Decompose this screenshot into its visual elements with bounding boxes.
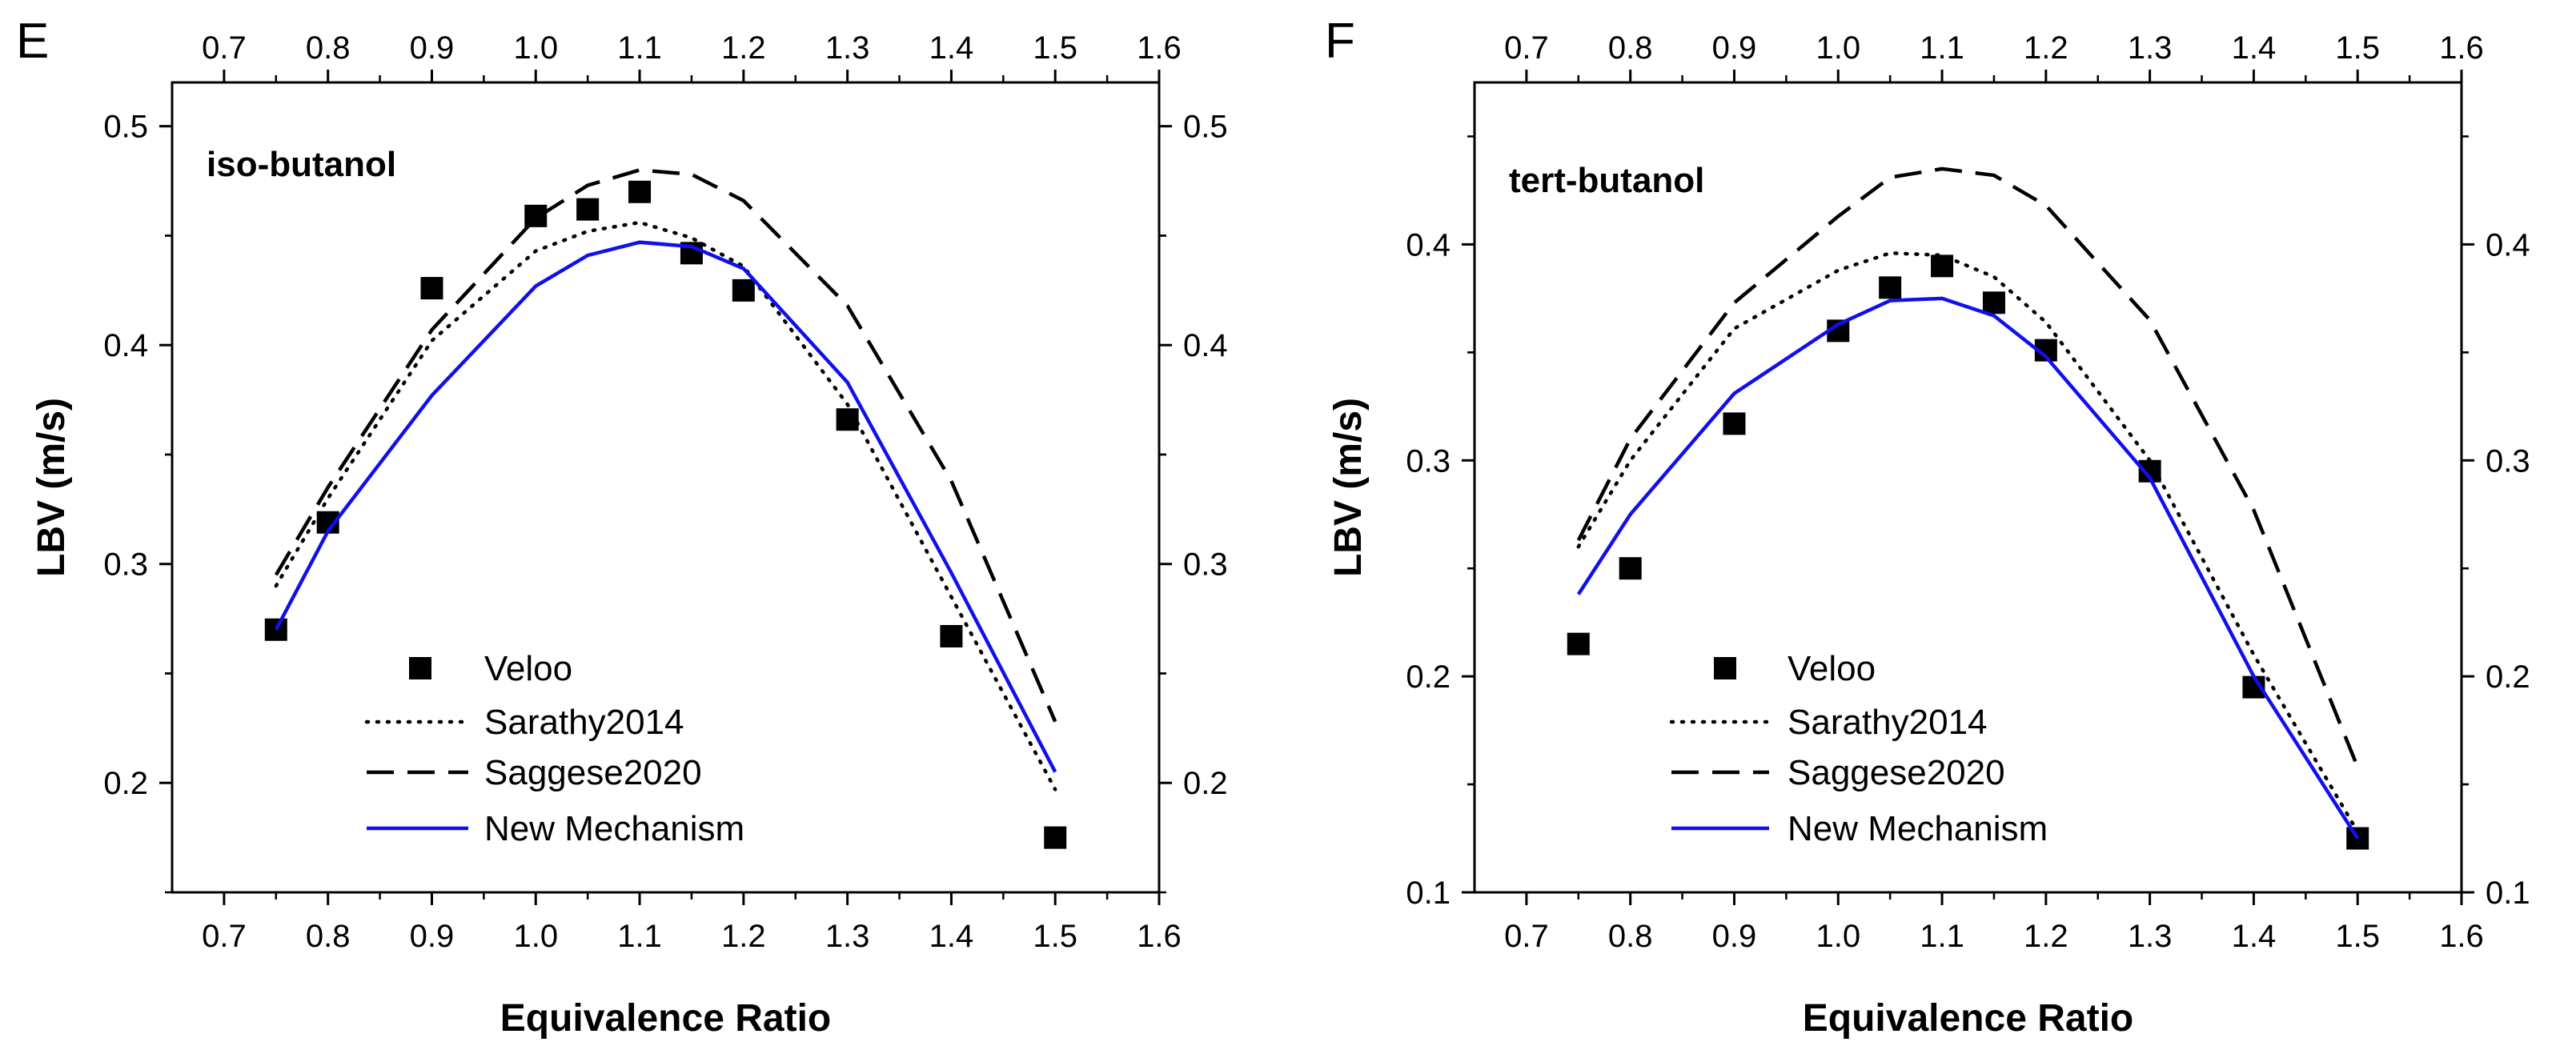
panel-title: iso-butanol (207, 145, 396, 184)
data-point-veloo (1723, 412, 1746, 435)
data-point-veloo (1044, 826, 1067, 849)
x-tick-label-top: 1.2 (2024, 30, 2068, 66)
x-tick-label-bottom: 1.6 (1137, 919, 1182, 954)
x-tick-label-bottom: 0.7 (202, 919, 247, 954)
x-tick-label-top: 1.6 (2439, 30, 2484, 66)
x-tick-label-bottom: 1.6 (2439, 919, 2484, 954)
series-line-new-mechanism (1576, 296, 2360, 840)
y-tick-label-left: 0.3 (103, 547, 148, 583)
x-tick-label-bottom: 1.5 (2335, 919, 2380, 954)
y-tick-label-left: 0.2 (103, 766, 148, 801)
data-point-veloo (1567, 632, 1590, 655)
x-tick-label-top: 1.4 (929, 30, 974, 66)
legend-marker-veloo (409, 657, 431, 679)
y-axis-label: LBV (m/s) (30, 398, 73, 577)
data-point-veloo (836, 408, 859, 431)
x-tick-label-bottom: 0.9 (1712, 919, 1757, 954)
panel-letter: E (16, 14, 49, 69)
x-axis-label: Equivalence Ratio (1803, 997, 2133, 1040)
y-tick-label-right: 0.5 (1183, 110, 1228, 145)
y-tick-label-right: 0.2 (1183, 766, 1228, 801)
x-tick-label-bottom: 1.2 (721, 919, 766, 954)
y-tick-label-left: 0.5 (103, 110, 148, 145)
x-tick-label-top: 1.6 (1137, 30, 1182, 66)
y-tick-label-left: 0.2 (1406, 659, 1451, 695)
x-tick-label-top: 1.2 (721, 30, 766, 66)
panel-e: 0.7 0.7 0.8 0.8 0.9 0.9 1.0 1.0 1.1 1.1 1.2 1.2 1.3 1… (16, 14, 1228, 1040)
x-tick-label-top: 1.5 (2335, 30, 2380, 66)
data-point-veloo (524, 204, 548, 227)
series-line-saggese2020 (1576, 166, 2360, 768)
y-tick-label-right: 0.4 (1183, 328, 1228, 363)
y-tick-label-right: 0.3 (2486, 443, 2530, 479)
x-tick-label-top: 1.3 (2128, 30, 2173, 66)
series-line-sarathy2014 (274, 220, 1057, 792)
series-line-new-mechanism (274, 240, 1057, 773)
legend-label: Sarathy2014 (484, 703, 684, 742)
x-axis-label: Equivalence Ratio (500, 997, 831, 1040)
plot-frame (171, 81, 1161, 894)
y-tick-label-right: 0.1 (2486, 876, 2530, 911)
panel-letter: F (1325, 14, 1355, 69)
x-tick-label-bottom: 1.4 (929, 919, 974, 954)
data-point-veloo (628, 180, 652, 203)
legend-label: Veloo (484, 649, 572, 688)
x-tick-label-bottom: 1.1 (617, 919, 662, 954)
x-tick-label-bottom: 0.8 (1608, 919, 1653, 954)
x-tick-label-top: 0.8 (1608, 30, 1653, 66)
panel-title: tert-butanol (1509, 161, 1704, 200)
x-tick-label-bottom: 1.3 (2128, 919, 2173, 954)
x-tick-label-top: 1.1 (1920, 30, 1964, 66)
x-tick-label-bottom: 1.1 (1920, 919, 1964, 954)
y-tick-label-right: 0.3 (1183, 547, 1228, 583)
panel-f: 0.7 0.7 0.8 0.8 0.9 0.9 1.0 1.0 1.1 1.1 1.2 1.2 1.3 1… (1325, 14, 2530, 1040)
x-tick-label-bottom: 1.3 (825, 919, 870, 954)
data-point-veloo (1879, 276, 1902, 299)
x-tick-label-top: 0.9 (410, 30, 455, 66)
x-tick-label-bottom: 0.8 (306, 919, 351, 954)
x-tick-label-bottom: 1.0 (513, 919, 558, 954)
y-tick-label-left: 0.4 (1406, 227, 1451, 262)
x-tick-label-bottom: 1.2 (2024, 919, 2068, 954)
legend-label: Saggese2020 (1788, 753, 2005, 792)
x-tick-label-bottom: 0.7 (1504, 919, 1549, 954)
legend-marker-veloo (1714, 657, 1736, 679)
data-point-veloo (940, 624, 963, 647)
plot-frame (1473, 81, 2463, 894)
data-point-veloo (732, 279, 755, 302)
data-point-veloo (576, 198, 600, 221)
data-point-veloo (1982, 291, 2005, 315)
legend-label: Saggese2020 (484, 753, 702, 792)
legend-label: Veloo (1788, 649, 1876, 688)
legend-label: New Mechanism (484, 809, 744, 848)
x-tick-label-top: 1.1 (617, 30, 662, 66)
legend-label: New Mechanism (1788, 809, 2048, 848)
y-tick-label-left: 0.1 (1406, 876, 1451, 911)
data-point-veloo (420, 277, 443, 300)
legend-label: Sarathy2014 (1788, 703, 1988, 742)
x-tick-label-top: 1.4 (2232, 30, 2277, 66)
x-tick-label-top: 0.7 (1504, 30, 1549, 66)
y-axis-label: LBV (m/s) (1327, 398, 1370, 577)
y-tick-label-left: 0.3 (1406, 443, 1451, 479)
data-point-veloo (1619, 557, 1642, 580)
x-tick-label-bottom: 1.4 (2232, 919, 2277, 954)
x-tick-label-top: 0.8 (306, 30, 351, 66)
series-line-saggese2020 (274, 168, 1057, 723)
y-tick-label-right: 0.2 (2486, 659, 2530, 695)
x-tick-label-bottom: 0.9 (410, 919, 455, 954)
x-tick-label-top: 1.5 (1033, 30, 1077, 66)
x-tick-label-bottom: 1.5 (1033, 919, 1077, 954)
series-line-sarathy2014 (1576, 250, 2360, 834)
x-tick-label-top: 1.0 (513, 30, 558, 66)
x-tick-label-top: 1.0 (1816, 30, 1860, 66)
y-tick-label-right: 0.4 (2486, 227, 2530, 262)
y-tick-label-left: 0.4 (103, 328, 148, 363)
x-tick-label-top: 0.7 (202, 30, 247, 66)
x-tick-label-bottom: 1.0 (1816, 919, 1860, 954)
x-tick-label-top: 0.9 (1712, 30, 1757, 66)
x-tick-label-top: 1.3 (825, 30, 870, 66)
